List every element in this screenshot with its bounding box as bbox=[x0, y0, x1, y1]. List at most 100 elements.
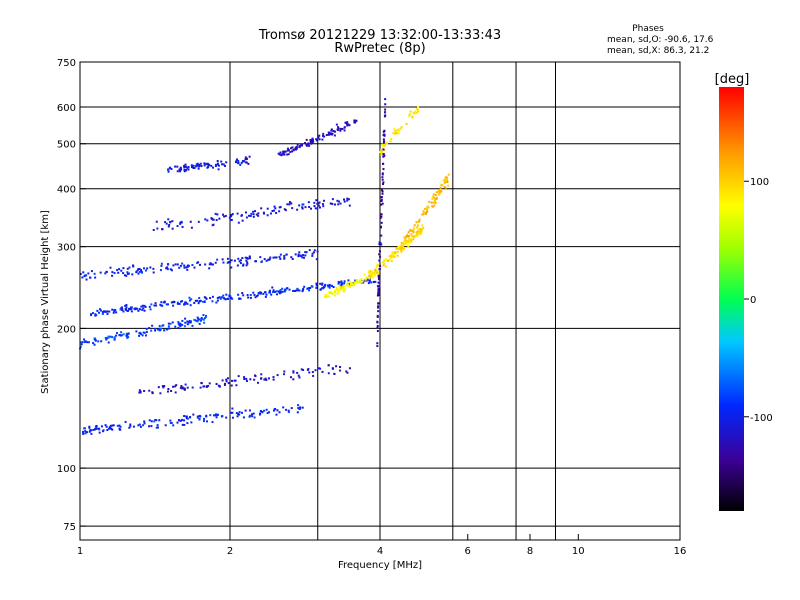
echo-point bbox=[317, 202, 320, 205]
echo-point bbox=[107, 427, 110, 430]
echo-point bbox=[268, 291, 271, 294]
echo-point bbox=[382, 155, 385, 158]
echo-point bbox=[164, 221, 167, 224]
echo-point bbox=[408, 240, 411, 243]
echo-point bbox=[419, 230, 422, 233]
echo-point bbox=[382, 153, 385, 156]
echo-point bbox=[169, 268, 172, 271]
echo-point bbox=[230, 297, 233, 300]
echo-point bbox=[172, 424, 175, 427]
echo-point bbox=[358, 280, 361, 283]
echo-point bbox=[416, 234, 419, 237]
echo-point bbox=[184, 302, 187, 305]
echo-point bbox=[80, 343, 83, 346]
echo-point bbox=[405, 122, 408, 125]
echo-point bbox=[209, 262, 212, 265]
echo-point bbox=[444, 186, 447, 189]
echo-point bbox=[145, 330, 148, 333]
echo-point bbox=[434, 194, 437, 197]
echo-point bbox=[230, 384, 233, 387]
echo-point bbox=[247, 214, 250, 217]
echo-point bbox=[438, 190, 441, 193]
echo-point bbox=[193, 319, 196, 322]
echo-point bbox=[318, 201, 321, 204]
echo-point bbox=[222, 261, 225, 264]
x-tick-label: 4 bbox=[377, 546, 383, 557]
echo-point bbox=[308, 371, 311, 374]
echo-point bbox=[412, 231, 415, 234]
echo-point bbox=[169, 419, 172, 422]
echo-point bbox=[130, 308, 133, 311]
echo-point bbox=[185, 165, 188, 168]
echo-point bbox=[385, 259, 388, 262]
echo-point bbox=[141, 334, 144, 337]
echo-point bbox=[205, 415, 208, 418]
echo-point bbox=[434, 201, 437, 204]
echo-point bbox=[390, 256, 393, 259]
echo-point bbox=[184, 383, 187, 386]
echo-point bbox=[244, 161, 247, 164]
echo-point bbox=[321, 203, 324, 206]
echo-point bbox=[439, 186, 442, 189]
echo-point bbox=[155, 419, 158, 422]
echo-point bbox=[407, 235, 410, 238]
echo-point bbox=[327, 131, 330, 134]
echo-point bbox=[333, 372, 336, 375]
echo-point bbox=[185, 417, 188, 420]
echo-point bbox=[347, 198, 350, 201]
echo-point bbox=[246, 257, 249, 260]
echo-point bbox=[397, 247, 400, 250]
echo-point bbox=[408, 115, 411, 118]
echo-point bbox=[275, 256, 278, 259]
echo-point bbox=[290, 256, 293, 259]
echo-point bbox=[335, 286, 338, 289]
echo-point bbox=[339, 202, 342, 205]
echo-point bbox=[184, 321, 187, 324]
echo-point bbox=[355, 279, 358, 282]
echo-point bbox=[315, 284, 318, 287]
echo-point bbox=[371, 273, 374, 276]
echo-point bbox=[380, 200, 383, 203]
echo-point bbox=[223, 383, 226, 386]
echo-point bbox=[99, 271, 102, 274]
echo-point bbox=[298, 204, 301, 207]
echo-point bbox=[223, 382, 226, 385]
echo-point bbox=[390, 260, 393, 263]
echo-point bbox=[187, 264, 190, 267]
echo-point bbox=[377, 292, 380, 295]
colorbar-label: [deg] bbox=[715, 72, 750, 87]
echo-point bbox=[333, 134, 336, 137]
echo-point bbox=[127, 332, 130, 335]
echo-point bbox=[268, 411, 271, 414]
echo-point bbox=[161, 324, 164, 327]
echo-point bbox=[94, 339, 97, 342]
echo-point bbox=[344, 288, 347, 291]
echo-point bbox=[193, 167, 196, 170]
echo-point bbox=[424, 212, 427, 215]
echo-point bbox=[163, 385, 166, 388]
echo-point bbox=[199, 299, 202, 302]
grid-lines bbox=[79, 61, 681, 540]
echo-point bbox=[417, 108, 420, 111]
echo-point bbox=[83, 427, 86, 430]
echo-point bbox=[378, 268, 381, 271]
echo-point bbox=[367, 271, 370, 274]
echo-point bbox=[377, 276, 380, 279]
echo-point bbox=[285, 253, 288, 256]
echo-point bbox=[120, 334, 123, 337]
echo-point bbox=[404, 237, 407, 240]
echo-point bbox=[301, 290, 304, 293]
echo-point bbox=[239, 262, 242, 265]
echo-point bbox=[339, 286, 342, 289]
echo-point bbox=[245, 216, 248, 219]
echo-point bbox=[246, 157, 249, 160]
echo-point bbox=[304, 206, 307, 209]
echo-point bbox=[384, 98, 387, 101]
echo-point bbox=[310, 141, 313, 144]
echo-point bbox=[215, 416, 218, 419]
echo-point bbox=[346, 124, 349, 127]
echo-point bbox=[88, 425, 91, 428]
echo-point bbox=[376, 320, 379, 323]
echo-point bbox=[269, 212, 272, 215]
